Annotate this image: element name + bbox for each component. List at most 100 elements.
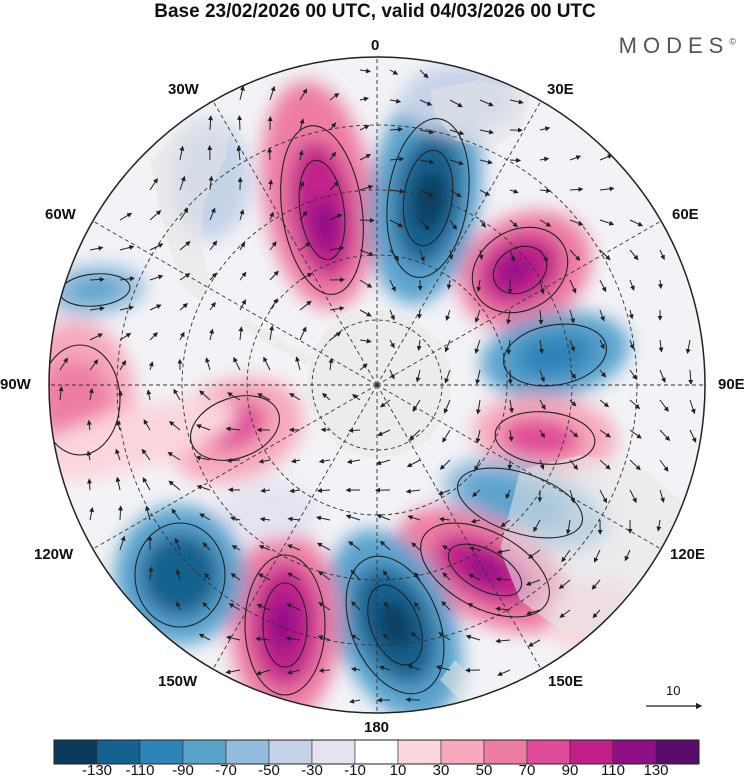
wind-vector-155 bbox=[59, 357, 68, 371]
wind-vector-156 bbox=[89, 359, 99, 371]
wind-vector-242 bbox=[142, 477, 151, 491]
wind-vector-90 bbox=[569, 249, 581, 261]
wind-vector-175 bbox=[659, 369, 666, 383]
wind-vector-225 bbox=[226, 457, 241, 463]
wind-vector-180 bbox=[146, 389, 152, 401]
contour-8 bbox=[456, 467, 584, 539]
wind-vector-295 bbox=[561, 549, 571, 563]
wind-vector-56 bbox=[119, 212, 133, 221]
antarctic-peninsula bbox=[240, 318, 312, 366]
wind-vector-169 bbox=[475, 369, 481, 385]
wind-vector-173 bbox=[599, 369, 607, 378]
colorbar-segment-3 bbox=[182, 739, 227, 765]
wind-vector-212 bbox=[475, 429, 481, 444]
wind-vector-64 bbox=[359, 217, 375, 223]
wind-vector-89 bbox=[539, 249, 548, 262]
wind-vector-193 bbox=[539, 399, 546, 410]
wind-vector-71 bbox=[569, 219, 584, 226]
wind-vector-14 bbox=[237, 115, 243, 131]
wind-vector-33 bbox=[419, 159, 435, 165]
wind-vector-280 bbox=[119, 535, 126, 551]
wind-vector-50 bbox=[449, 189, 462, 198]
wind-vector-273 bbox=[470, 518, 481, 524]
wind-vector-188 bbox=[380, 399, 391, 408]
wind-vector-198 bbox=[689, 399, 696, 415]
wind-vector-266 bbox=[259, 516, 271, 522]
contour-11 bbox=[345, 555, 445, 695]
wind-vector-128 bbox=[506, 309, 512, 325]
wind-vector-316 bbox=[228, 603, 241, 611]
wind-vector-185 bbox=[289, 393, 301, 401]
wind-vector-271 bbox=[407, 515, 421, 521]
wind-vector-251 bbox=[405, 488, 421, 494]
colorbar-tick-6: -10 bbox=[344, 762, 366, 779]
wind-vector-35 bbox=[479, 159, 493, 165]
colorbar-tick-8: 30 bbox=[432, 762, 450, 779]
wind-vector-153 bbox=[658, 339, 664, 353]
wind-vector-191 bbox=[475, 399, 481, 415]
map-title: Base 23/02/2026 00 UTC, valid 04/03/2026… bbox=[154, 1, 596, 22]
wind-vector-46 bbox=[329, 181, 339, 191]
wind-vector-63 bbox=[329, 213, 343, 221]
wind-vector-139 bbox=[238, 326, 244, 341]
wind-vector-192 bbox=[508, 399, 514, 414]
wind-vector-334 bbox=[350, 634, 361, 641]
lon-label-60e: 60E bbox=[672, 206, 699, 223]
meridian-line-2 bbox=[376, 219, 664, 386]
wind-vector-253 bbox=[472, 489, 481, 497]
wind-vector-298 bbox=[148, 566, 154, 581]
colorbar-segment-2 bbox=[139, 739, 184, 765]
wind-vector-7 bbox=[359, 96, 369, 102]
wind-vector-72 bbox=[599, 219, 615, 226]
meridian-line-7 bbox=[211, 384, 378, 672]
wind-vector-339 bbox=[495, 638, 511, 644]
wind-vector-313 bbox=[591, 579, 601, 590]
anomaly-blob-8 bbox=[497, 254, 533, 286]
wind-vector-76 bbox=[149, 243, 164, 251]
wind-vector-100 bbox=[269, 270, 279, 281]
latitude-circle-2 bbox=[181, 189, 573, 581]
wind-vector-341 bbox=[225, 669, 241, 675]
wind-vector-223 bbox=[167, 451, 181, 461]
lon-label-60w: 60W bbox=[45, 206, 76, 223]
wind-vector-208 bbox=[348, 427, 361, 433]
meridian-line-1 bbox=[376, 98, 543, 386]
wind-vector-44 bbox=[268, 179, 274, 191]
wind-vector-337 bbox=[438, 632, 451, 641]
meridian-line-8 bbox=[90, 384, 378, 551]
wind-vector-323 bbox=[441, 600, 451, 611]
wind-vector-3 bbox=[239, 85, 245, 101]
colorbar-segment-0 bbox=[53, 739, 98, 765]
wind-vector-149 bbox=[538, 339, 544, 355]
wind-vector-310 bbox=[495, 576, 511, 582]
wind-vector-144 bbox=[389, 339, 395, 349]
wind-vector-203 bbox=[195, 424, 211, 431]
wind-vector-275 bbox=[533, 519, 541, 533]
wind-vector-348 bbox=[435, 665, 451, 671]
colorbar-tick-13: 130 bbox=[643, 762, 669, 779]
wind-vector-184 bbox=[257, 393, 271, 401]
wind-vector-113 bbox=[657, 279, 663, 290]
wind-vector-231 bbox=[406, 459, 421, 468]
contour-13 bbox=[244, 554, 326, 696]
wind-vector-107 bbox=[476, 279, 482, 292]
map-frame bbox=[48, 56, 706, 714]
wind-vector-309 bbox=[468, 573, 481, 581]
wind-vector-0 bbox=[359, 68, 371, 74]
wind-vector-98 bbox=[209, 272, 217, 281]
wind-vector-240 bbox=[87, 478, 92, 491]
wind-vector-140 bbox=[269, 325, 275, 341]
wind-vector-150 bbox=[569, 339, 576, 352]
wind-vector-75 bbox=[119, 245, 135, 251]
wind-vector-216 bbox=[599, 429, 611, 438]
wind-vector-179 bbox=[117, 390, 123, 401]
wind-vector-330 bbox=[226, 635, 241, 641]
wind-vector-92 bbox=[629, 249, 639, 261]
wind-vector-306 bbox=[382, 570, 391, 581]
wind-vector-84 bbox=[389, 249, 400, 261]
wind-vector-167 bbox=[415, 369, 421, 383]
wind-vector-115 bbox=[119, 305, 135, 311]
wind-vector-19 bbox=[389, 126, 403, 132]
wind-vector-9 bbox=[419, 99, 433, 106]
wind-vector-229 bbox=[346, 459, 361, 465]
